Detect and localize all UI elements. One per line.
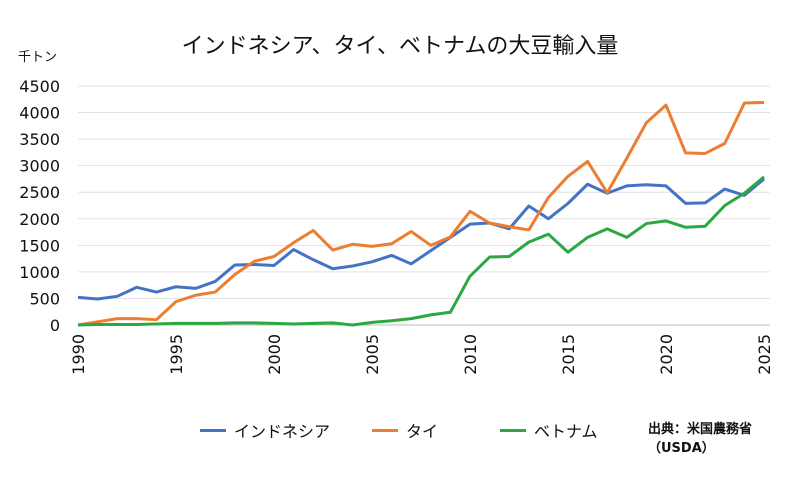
legend-swatch: [200, 428, 226, 432]
y-tick-label: 4000: [19, 104, 60, 123]
chart-title: インドネシア、タイ、ベトナムの大豆輸入量: [181, 34, 619, 59]
x-tick-label: 2020: [657, 334, 676, 375]
y-tick-label: 2000: [19, 210, 60, 229]
y-tick-label: 3000: [19, 157, 60, 176]
y-tick-label: 1000: [19, 263, 60, 282]
source-line2: （USDA）: [648, 441, 715, 456]
series-line-2: [77, 175, 765, 327]
legend-item-vietnam: ベトナム: [500, 418, 598, 442]
x-tick-label: 2015: [559, 334, 578, 375]
legend-label: ベトナム: [534, 422, 598, 441]
y-tick-label: 3500: [19, 130, 60, 149]
legend-item-thailand: タイ: [372, 418, 438, 442]
legend-item-indonesia: インドネシア: [200, 418, 330, 442]
x-tick-label: 1995: [167, 334, 186, 375]
x-tick-label: 2010: [461, 334, 480, 375]
x-tick-label: 2025: [755, 334, 774, 375]
series-line-0: [77, 177, 765, 301]
y-tick-label: 500: [29, 289, 60, 308]
x-tick-label: 2005: [363, 334, 382, 375]
y-axis-unit: 千トン: [18, 50, 58, 65]
legend-label: インドネシア: [234, 422, 331, 441]
source-line1: 出典：米国農務省: [648, 422, 753, 437]
y-tick-label: 1500: [19, 236, 60, 255]
x-tick-label: 2000: [265, 334, 284, 375]
x-tick-label: 1990: [69, 334, 88, 375]
legend-label: タイ: [406, 422, 439, 441]
series-line-1: [77, 100, 765, 327]
y-tick-label: 2500: [19, 183, 60, 202]
source-note: 出典：米国農務省 （USDA）: [648, 420, 752, 458]
y-tick-label: 4500: [19, 77, 60, 96]
y-tick-label: 0: [50, 316, 60, 335]
legend-swatch: [372, 428, 398, 432]
legend-swatch: [500, 428, 526, 432]
